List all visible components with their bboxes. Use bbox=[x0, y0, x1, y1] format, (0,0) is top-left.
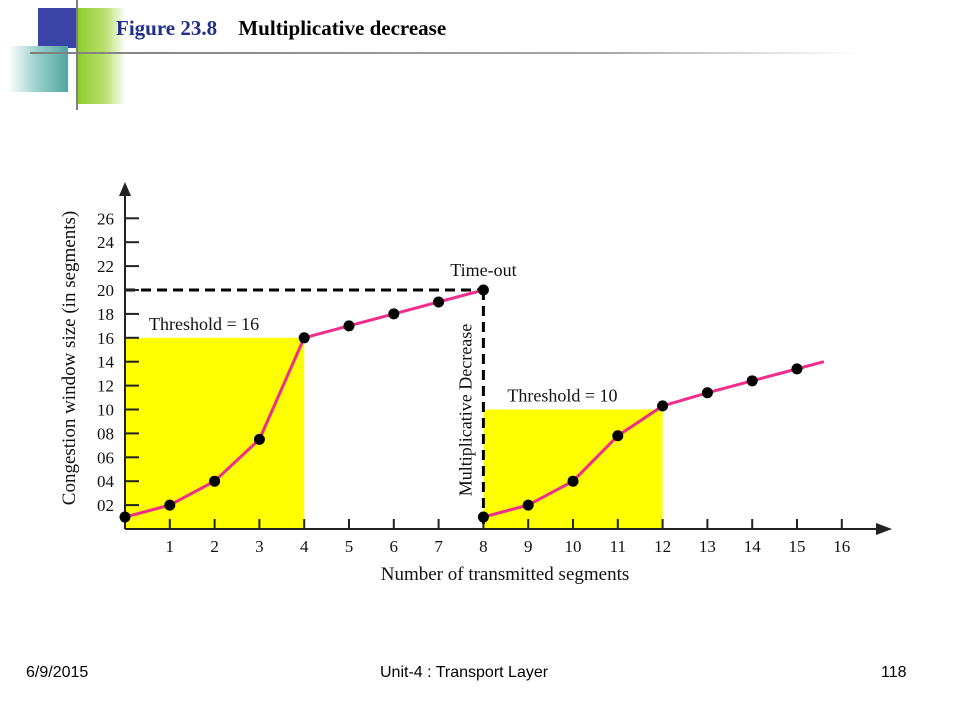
y-tick-label: 14 bbox=[97, 353, 115, 372]
footer-page-number: 118 bbox=[881, 664, 907, 681]
multiplicative-decrease-label: Multiplicative Decrease bbox=[455, 324, 475, 496]
x-tick-label: 16 bbox=[833, 537, 850, 556]
y-tick-label: 06 bbox=[97, 448, 114, 467]
x-tick-label: 11 bbox=[610, 537, 626, 556]
figure-number: Figure 23.8 bbox=[116, 16, 218, 40]
data-point bbox=[746, 375, 758, 387]
x-axis-arrow bbox=[876, 523, 892, 535]
decor-blue-square bbox=[38, 8, 78, 48]
threshold-label-2: Threshold = 10 bbox=[507, 386, 617, 406]
y-tick-label: 24 bbox=[97, 233, 115, 252]
data-point bbox=[388, 308, 400, 320]
decor-horizontal-line bbox=[30, 52, 860, 54]
x-tick-label: 12 bbox=[654, 537, 671, 556]
data-point bbox=[701, 387, 713, 399]
y-tick-label: 18 bbox=[97, 305, 114, 324]
data-point bbox=[119, 511, 131, 523]
x-tick-label: 3 bbox=[255, 537, 264, 556]
y-tick-label: 08 bbox=[97, 424, 114, 443]
x-tick-label: 9 bbox=[524, 537, 533, 556]
data-point bbox=[567, 475, 579, 487]
decor-vertical-line bbox=[76, 0, 78, 110]
y-tick-label: 12 bbox=[97, 377, 114, 396]
y-axis-title: Congestion window size (in segments) bbox=[59, 211, 80, 505]
data-point bbox=[164, 499, 176, 511]
footer-course-title: Unit-4 : Transport Layer bbox=[380, 664, 549, 681]
slide-title: Figure 23.8 Multiplicative decrease bbox=[116, 16, 446, 41]
y-tick-label: 04 bbox=[97, 472, 115, 491]
decor-green-block bbox=[78, 8, 126, 104]
data-point bbox=[343, 320, 355, 332]
y-tick-label: 16 bbox=[97, 329, 114, 348]
figure-title: Multiplicative decrease bbox=[238, 16, 447, 40]
y-tick-label: 10 bbox=[97, 401, 114, 420]
x-tick-label: 2 bbox=[210, 537, 219, 556]
y-tick-label: 22 bbox=[97, 257, 114, 276]
x-tick-label: 6 bbox=[390, 537, 399, 556]
y-tick-label: 02 bbox=[97, 496, 114, 515]
x-tick-label: 5 bbox=[345, 537, 354, 556]
x-tick-label: 15 bbox=[789, 537, 806, 556]
y-axis-arrow bbox=[119, 182, 131, 196]
x-tick-label: 8 bbox=[479, 537, 488, 556]
data-point bbox=[253, 433, 265, 445]
threshold-region-1 bbox=[125, 337, 305, 529]
x-tick-label: 14 bbox=[744, 537, 762, 556]
data-point bbox=[791, 363, 803, 375]
x-tick-label: 1 bbox=[166, 537, 175, 556]
x-tick-label: 7 bbox=[434, 537, 443, 556]
threshold-label-1: Threshold = 16 bbox=[149, 314, 259, 334]
y-tick-label: 20 bbox=[97, 281, 114, 300]
data-point bbox=[522, 499, 534, 511]
data-point bbox=[657, 400, 669, 412]
data-point bbox=[298, 332, 310, 344]
x-tick-label: 4 bbox=[300, 537, 309, 556]
y-tick-label: 26 bbox=[97, 209, 114, 228]
x-axis-title: Number of transmitted segments bbox=[381, 564, 630, 585]
data-point bbox=[612, 430, 624, 442]
data-point bbox=[477, 511, 489, 523]
data-point bbox=[209, 475, 221, 487]
x-tick-label: 13 bbox=[699, 537, 716, 556]
x-tick-label: 10 bbox=[565, 537, 582, 556]
footer-date: 6/9/2015 bbox=[26, 664, 89, 681]
data-point bbox=[433, 296, 445, 308]
timeout-label: Time-out bbox=[450, 260, 516, 280]
data-point bbox=[477, 284, 489, 296]
